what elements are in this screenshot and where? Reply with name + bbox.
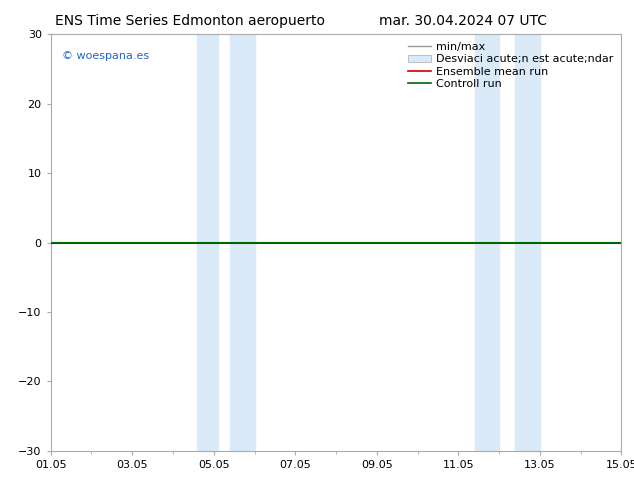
Text: © woespana.es: © woespana.es [62, 51, 149, 61]
Text: ENS Time Series Edmonton aeropuerto: ENS Time Series Edmonton aeropuerto [55, 14, 325, 28]
Bar [475, 34, 499, 451]
Legend: min/max, Desviaci acute;n est acute;ndar, Ensemble mean run, Controll run: min/max, Desviaci acute;n est acute;ndar… [406, 40, 616, 91]
Bar [230, 34, 254, 451]
Bar [197, 34, 218, 451]
Bar [515, 34, 540, 451]
Text: mar. 30.04.2024 07 UTC: mar. 30.04.2024 07 UTC [379, 14, 547, 28]
